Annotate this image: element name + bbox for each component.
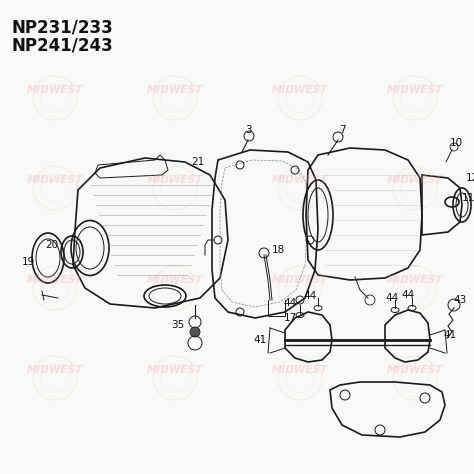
Circle shape (190, 327, 200, 337)
Text: 44: 44 (283, 298, 297, 308)
Text: MIDWEST: MIDWEST (27, 275, 83, 285)
Text: 44: 44 (401, 290, 415, 300)
Text: 7: 7 (339, 125, 346, 135)
Text: MIDWEST: MIDWEST (27, 85, 83, 95)
Text: MIDWEST: MIDWEST (387, 85, 443, 95)
Text: MIDWEST: MIDWEST (387, 275, 443, 285)
Text: MIDWEST: MIDWEST (272, 275, 328, 285)
Text: MIDWEST: MIDWEST (27, 365, 83, 375)
Text: 3: 3 (245, 125, 251, 135)
Text: NP241/243: NP241/243 (12, 36, 114, 54)
Text: 21: 21 (191, 157, 205, 167)
Text: 18: 18 (272, 245, 284, 255)
Text: MIDWEST: MIDWEST (27, 175, 83, 185)
Text: 12: 12 (465, 173, 474, 183)
Text: NP231/233: NP231/233 (12, 18, 114, 36)
Text: MIDWEST: MIDWEST (147, 85, 203, 95)
Text: 35: 35 (172, 320, 185, 330)
Text: 41: 41 (254, 335, 266, 345)
Text: MIDWEST: MIDWEST (387, 175, 443, 185)
Text: 10: 10 (449, 138, 463, 148)
Text: MIDWEST: MIDWEST (272, 365, 328, 375)
Text: MIDWEST: MIDWEST (147, 175, 203, 185)
Text: 44: 44 (385, 293, 399, 303)
Text: 44: 44 (303, 291, 317, 301)
Text: MIDWEST: MIDWEST (147, 365, 203, 375)
Text: 19: 19 (21, 257, 35, 267)
Text: 17: 17 (283, 313, 297, 323)
Text: MIDWEST: MIDWEST (272, 85, 328, 95)
Text: 20: 20 (46, 240, 59, 250)
Text: MIDWEST: MIDWEST (387, 365, 443, 375)
Text: 43: 43 (453, 295, 466, 305)
Text: 11: 11 (461, 193, 474, 203)
Text: 41: 41 (443, 330, 456, 340)
Text: MIDWEST: MIDWEST (272, 175, 328, 185)
Text: MIDWEST: MIDWEST (147, 275, 203, 285)
